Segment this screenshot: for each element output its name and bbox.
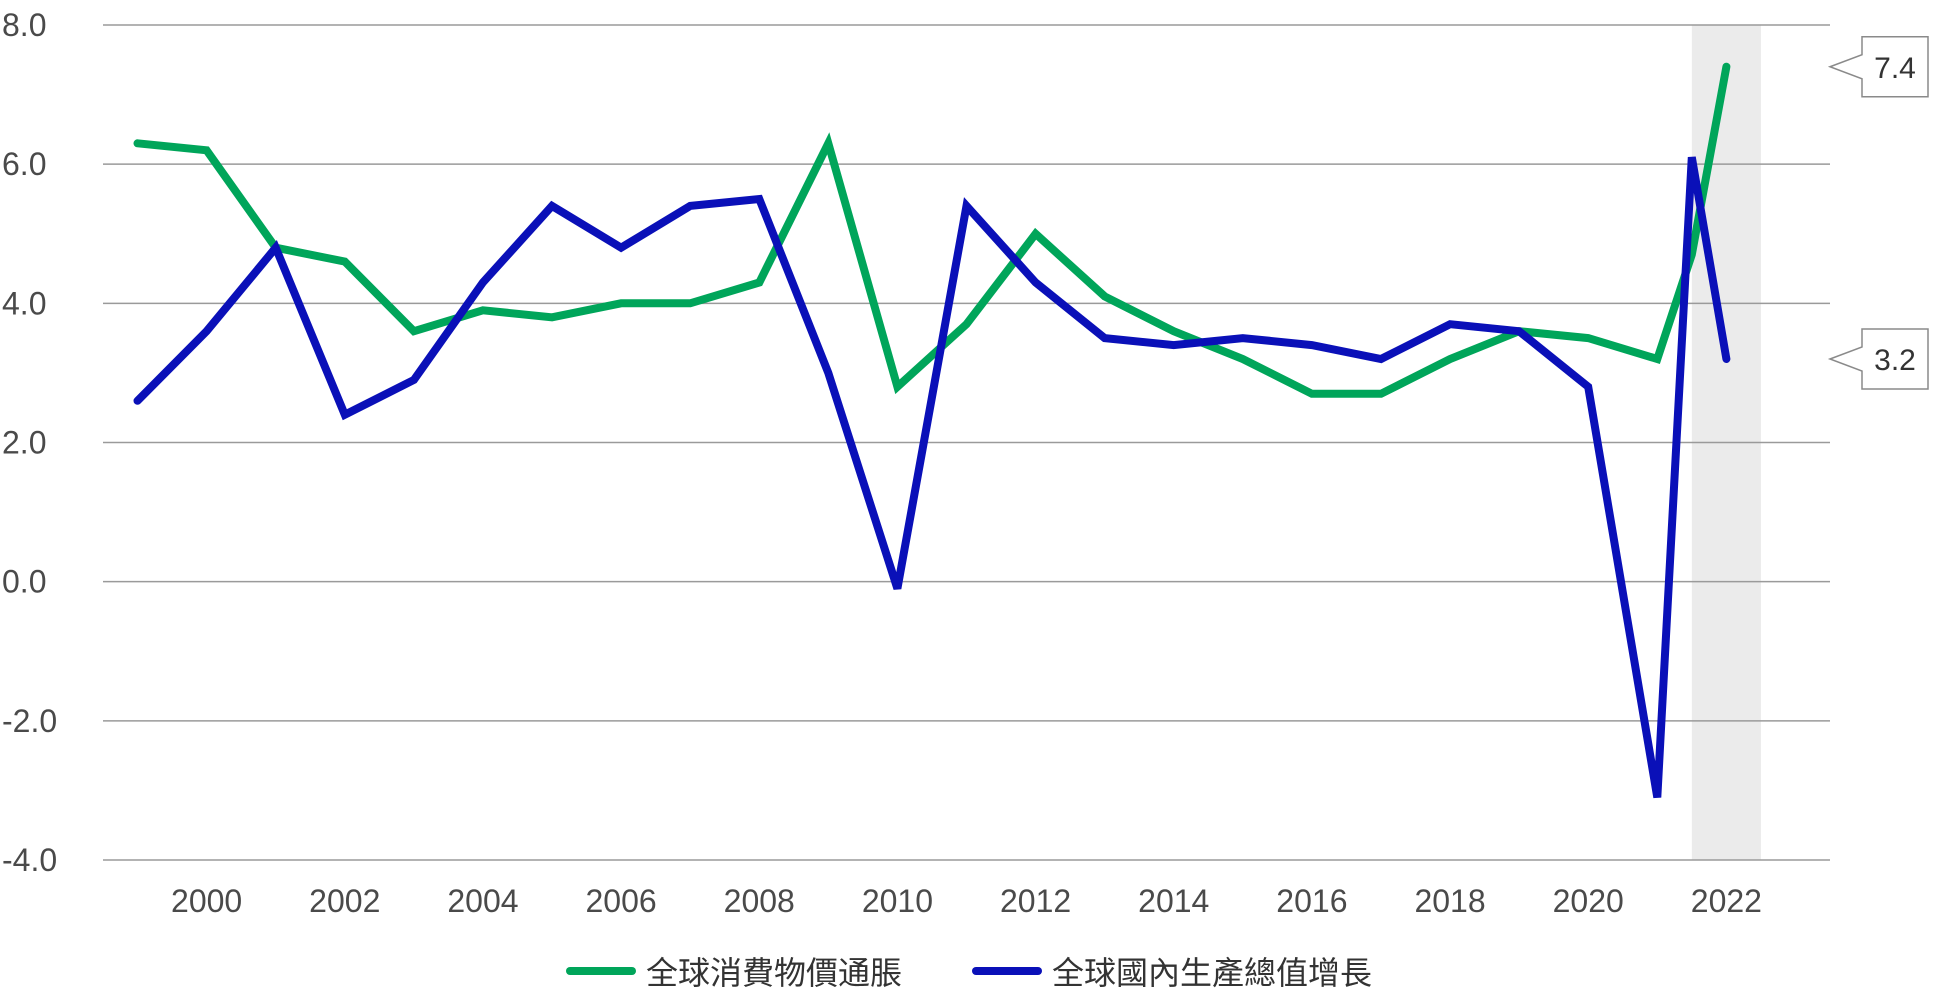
y-tick-label: 4.0 <box>2 285 46 321</box>
legend-item-gdp: 全球國內生產總值增長 <box>972 948 1372 994</box>
x-tick-label: 2016 <box>1276 883 1347 919</box>
y-tick-label: -2.0 <box>2 703 57 739</box>
callout-box <box>1827 36 1929 98</box>
series-line-cpi <box>133 62 1731 398</box>
x-tick-label: 2020 <box>1553 883 1624 919</box>
y-tick-label: 8.0 <box>2 7 46 43</box>
legend-label-cpi: 全球消費物價通脹 <box>645 954 902 992</box>
legend-swatch-cpi <box>565 967 636 975</box>
x-tick-label: 2002 <box>309 883 380 919</box>
x-tick-label: 2004 <box>447 883 518 919</box>
x-tick-label: 2000 <box>171 883 242 919</box>
x-tick-label: 2012 <box>1000 883 1071 919</box>
x-tick-label: 2010 <box>862 883 933 919</box>
legend-item-cpi: 全球消費物價通脹 <box>565 948 902 994</box>
x-tick-label: 2014 <box>1138 883 1209 919</box>
x-tick-label: 2008 <box>724 883 795 919</box>
y-tick-label: 0.0 <box>2 564 46 600</box>
y-tick-label: 2.0 <box>2 425 46 461</box>
legend-swatch-gdp <box>972 967 1042 975</box>
x-tick-label: 2022 <box>1691 883 1762 919</box>
x-tick-label: 2018 <box>1414 883 1485 919</box>
y-tick-label: 6.0 <box>2 146 46 182</box>
line-chart: 8.0 6.0 4.0 2.0 0.0 -2.0 -4.0 2000 2002 2004 2006… <box>2 7 1929 919</box>
y-tick-label: -4.0 <box>2 842 57 878</box>
callout-box <box>1827 328 1929 390</box>
legend: 全球消費物價通脹 全球國內生產總值增長 <box>0 948 1938 994</box>
series-line-gdp <box>133 156 1731 799</box>
legend-label-gdp: 全球國內生產總值增長 <box>1052 954 1373 992</box>
callout-value-label: 3.2 <box>1874 344 1916 377</box>
x-tick-label: 2006 <box>586 883 657 919</box>
callout-value-label: 7.4 <box>1874 52 1916 85</box>
